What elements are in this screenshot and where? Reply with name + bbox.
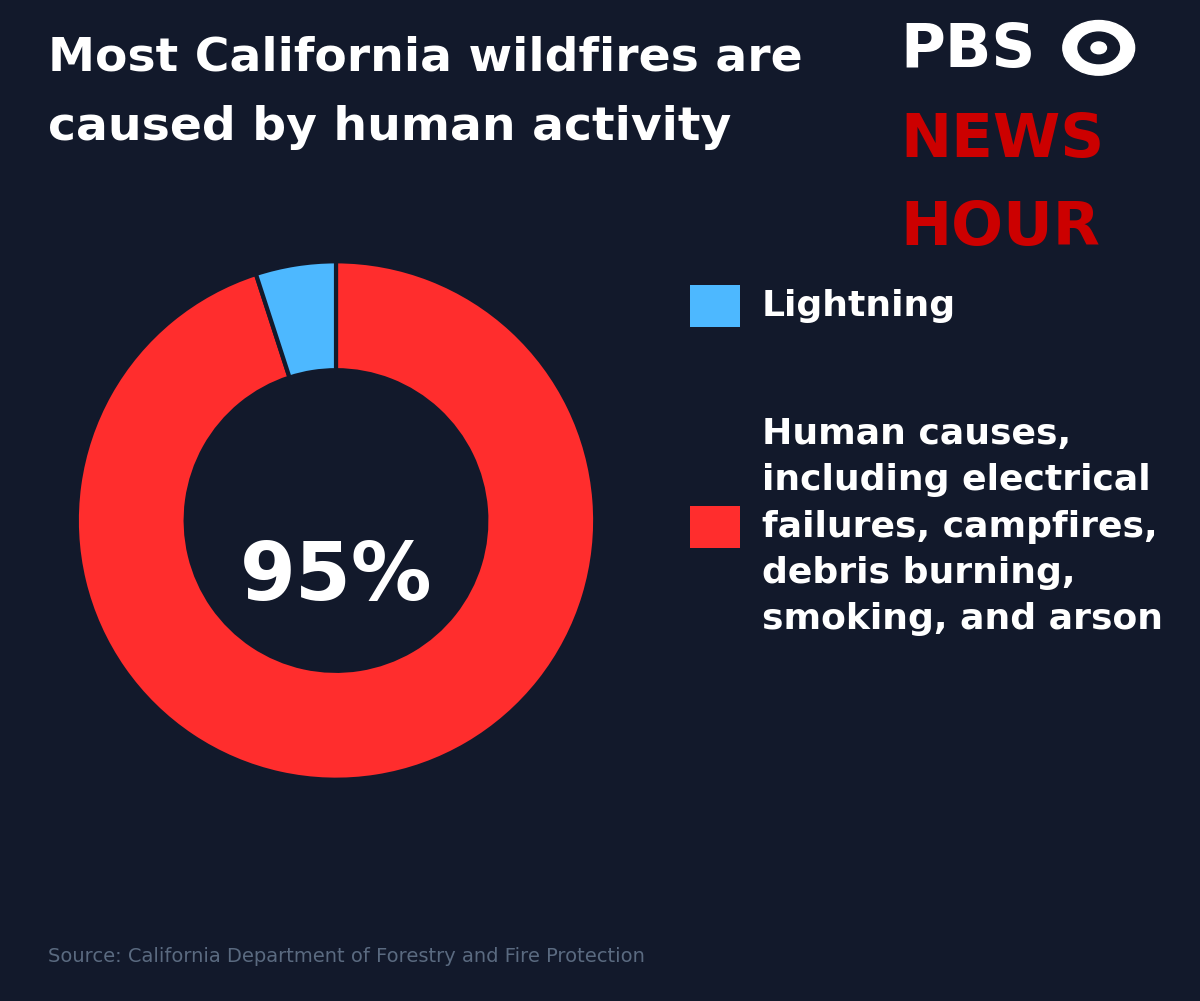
Text: caused by human activity: caused by human activity bbox=[48, 105, 731, 150]
Circle shape bbox=[1091, 42, 1106, 54]
Text: Human causes,
including electrical
failures, campfires,
debris burning,
smoking,: Human causes, including electrical failu… bbox=[762, 417, 1163, 636]
Circle shape bbox=[1078, 32, 1120, 64]
Wedge shape bbox=[256, 261, 336, 377]
Wedge shape bbox=[77, 261, 595, 780]
Text: Source: California Department of Forestry and Fire Protection: Source: California Department of Forestr… bbox=[48, 947, 644, 966]
Text: HOUR: HOUR bbox=[900, 199, 1100, 258]
Text: Lightning: Lightning bbox=[762, 289, 956, 323]
Circle shape bbox=[1063, 20, 1135, 75]
Text: NEWS: NEWS bbox=[900, 111, 1104, 170]
Text: 95%: 95% bbox=[240, 539, 432, 617]
Text: Most California wildfires are: Most California wildfires are bbox=[48, 35, 803, 80]
Text: PBS: PBS bbox=[900, 20, 1036, 79]
